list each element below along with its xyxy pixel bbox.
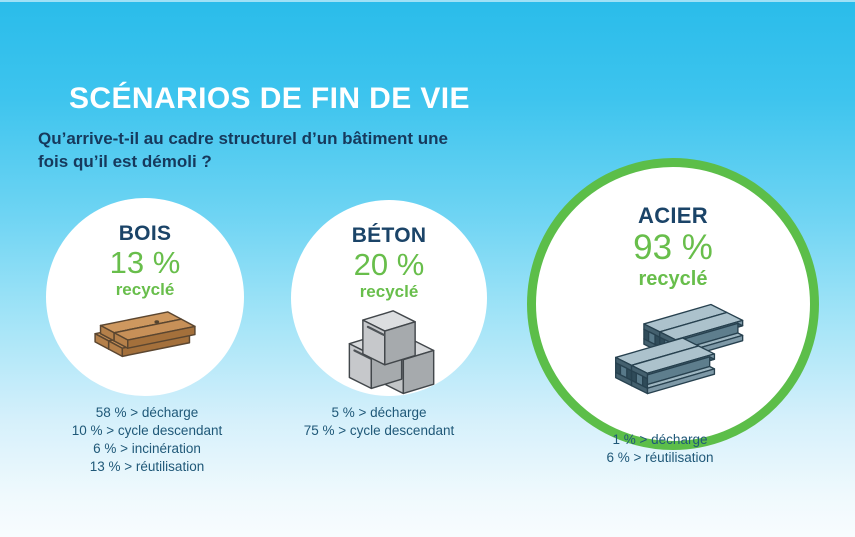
material-circle-acier: ACIER 93 % recyclé [527, 158, 819, 450]
stats-acier: 1 % > décharge 6 % > réutilisation [540, 431, 780, 467]
material-percent-bois: 13 % [109, 245, 181, 280]
material-name-acier: ACIER [638, 203, 708, 228]
stat-line: 13 % > réutilisation [89, 459, 205, 474]
wood-planks-icon [94, 311, 196, 358]
stats-beton: 5 % > décharge 75 % > cycle descendant [259, 404, 499, 440]
stats-bois: 58 % > décharge 10 % > cycle descendant … [27, 404, 267, 476]
material-name-beton: BÉTON [351, 224, 427, 247]
subtitle-line-2: fois qu’il est démoli ? [38, 152, 212, 171]
material-recycled-label-bois: recyclé [115, 280, 175, 299]
stat-line: 1 % > décharge [612, 432, 708, 447]
material-circle-beton: BÉTON 20 % recyclé [291, 200, 487, 396]
stat-line: 75 % > cycle descendant [303, 423, 455, 438]
material-recycled-label-beton: recyclé [359, 282, 419, 301]
concrete-blocks-icon [348, 310, 435, 395]
stat-line: 5 % > décharge [331, 405, 427, 420]
material-percent-acier: 93 % [633, 228, 713, 267]
subtitle: Qu’arrive-t-il au cadre structurel d’un … [38, 127, 448, 173]
stat-line: 6 % > réutilisation [606, 450, 714, 465]
material-percent-beton: 20 % [353, 247, 425, 282]
stat-line: 58 % > décharge [95, 405, 199, 420]
page-title: SCÉNARIOS DE FIN DE VIE [69, 82, 470, 115]
stat-line: 6 % > incinération [93, 441, 201, 456]
steel-beams-icon [615, 303, 744, 395]
subtitle-line-1: Qu’arrive-t-il au cadre structurel d’un … [38, 129, 448, 148]
material-recycled-label-acier: recyclé [638, 268, 708, 290]
material-name-bois: BOIS [118, 222, 172, 245]
material-circle-bois: BOIS 13 % recyclé [46, 198, 244, 396]
stat-line: 10 % > cycle descendant [71, 423, 223, 438]
